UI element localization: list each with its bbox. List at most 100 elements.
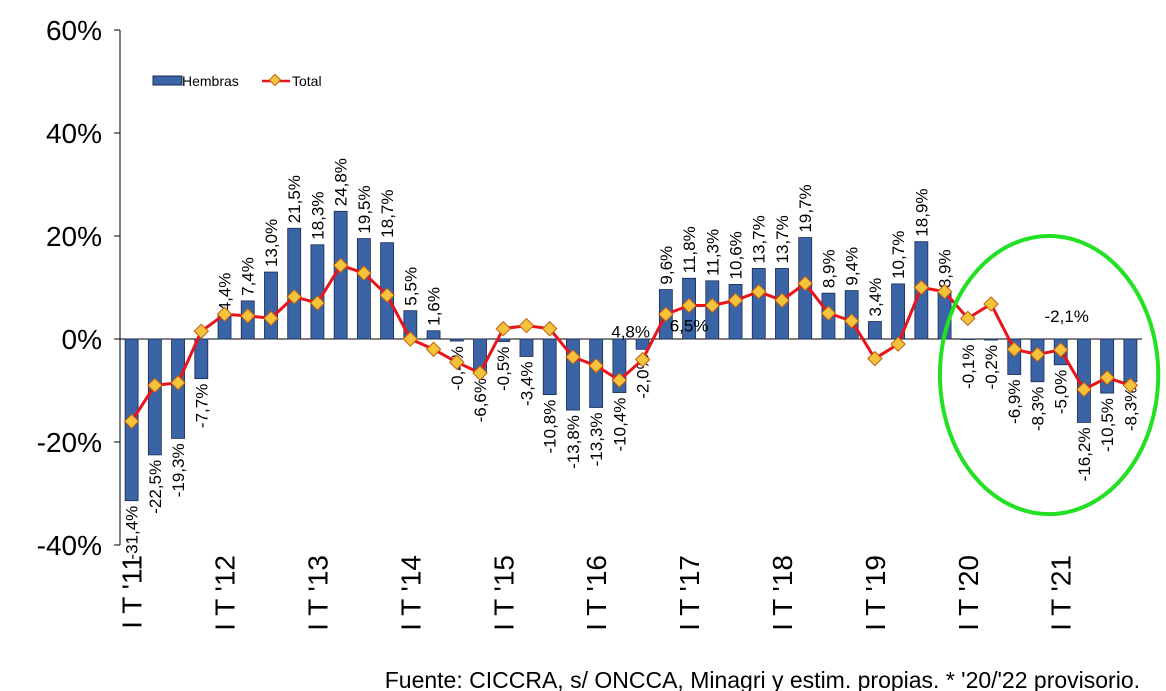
legend-hembras-swatch <box>152 75 183 86</box>
total-line <box>123 257 1139 430</box>
hembras-data-label: 19,7% <box>796 184 815 232</box>
hembras-bar <box>264 271 278 340</box>
axis-layer: -40% -20% 0% 20% 40% 60% <box>37 15 1142 561</box>
y-tick-label: -40% <box>37 530 102 561</box>
legend-hembras-label: Hembras <box>182 73 239 89</box>
source-note: Fuente: CICCRA, s/ ONCCA, Minagri y esti… <box>385 667 1140 691</box>
x-tick-label: I T '15 <box>488 555 519 631</box>
total-marker <box>704 297 721 314</box>
hembras-data-label: 19,5% <box>355 185 374 233</box>
hembras-data-label: -13,8% <box>564 415 583 469</box>
total-marker <box>332 257 349 274</box>
hembras-data-label: -6,9% <box>1005 380 1024 424</box>
total-marker <box>170 374 186 391</box>
total-marker <box>960 310 976 327</box>
total-marker <box>983 296 999 312</box>
legend-total-marker <box>268 73 282 87</box>
highlight-ellipse <box>937 233 1161 517</box>
total-marker <box>565 349 581 365</box>
y-tick-label: 60% <box>46 15 102 46</box>
total-marker <box>1006 341 1023 358</box>
x-tick-label: I T '12 <box>210 555 241 631</box>
total-marker <box>495 320 512 337</box>
hembras-bar <box>519 338 534 357</box>
x-tick-label: I T '18 <box>767 555 798 631</box>
x-tick-label: I T '11 <box>117 555 148 629</box>
legend: Hembras Total <box>152 73 322 89</box>
total-marker <box>727 292 744 309</box>
hembras-data-label: 8,9% <box>819 249 838 288</box>
hembras-data-label: -0,1% <box>959 345 978 389</box>
total-marker <box>820 305 837 322</box>
total-marker <box>774 292 790 309</box>
hembras-data-label: -16,2% <box>1075 427 1094 481</box>
hembras-data-label: -7,7% <box>192 384 211 428</box>
hembras-data-label: -2,0% <box>634 354 653 398</box>
x-tick-label: I T '16 <box>581 555 612 631</box>
hembras-bar <box>287 227 302 340</box>
total-annotation: -2,1% <box>1044 307 1088 326</box>
hembras-data-label: -8,3% <box>1028 387 1047 431</box>
hembras-data-label: -5,0% <box>1052 370 1071 414</box>
hembras-data-label: 13,0% <box>262 219 281 267</box>
total-marker <box>123 413 140 430</box>
y-tick-label: 20% <box>46 221 102 252</box>
hembras-data-label: -6,6% <box>471 378 490 422</box>
total-annotations: 4,8% 6,5% -2,1% <box>611 307 1089 342</box>
x-tick-labels: I T '11 I T '12 I T '13 I T '14 I T '15 I T '… <box>117 555 1077 631</box>
total-marker <box>1029 346 1046 363</box>
hembras-bar <box>984 338 998 341</box>
total-marker <box>867 350 883 367</box>
hembras-bar <box>751 268 766 340</box>
hembras-data-label: -0,5% <box>494 347 513 391</box>
total-marker <box>147 377 163 394</box>
hembras-bar <box>147 338 162 456</box>
hembras-data-label: 11,8% <box>680 226 699 273</box>
total-marker <box>658 306 674 323</box>
y-tick-label: 40% <box>46 118 102 149</box>
total-marker <box>193 323 210 340</box>
total-marker <box>611 372 628 388</box>
total-marker <box>541 320 558 337</box>
hembras-data-label: 18,7% <box>378 189 397 237</box>
total-marker <box>518 317 535 334</box>
hembras-data-label: -10,5% <box>1098 398 1117 452</box>
hembras-bar <box>449 338 464 342</box>
hembras-data-label: 9,6% <box>657 246 676 285</box>
hembras-data-label: 13,7% <box>773 215 792 263</box>
total-marker <box>1076 381 1092 398</box>
total-marker <box>472 365 488 381</box>
hembras-data-label: -31,4% <box>123 506 142 560</box>
total-marker <box>797 275 813 292</box>
hembras-data-label: 13,7% <box>750 215 769 263</box>
hembras-data-label: 18,3% <box>308 192 327 240</box>
hembras-data-label: 10,7% <box>889 231 908 279</box>
x-tick-label: I T '19 <box>860 555 891 631</box>
hembras-data-label: 21,5% <box>285 175 304 223</box>
hembras-data-label: -3,4% <box>517 362 536 406</box>
hembras-data-label: 8,9% <box>936 249 955 288</box>
hembras-data-label: 24,8% <box>332 158 351 206</box>
total-marker <box>681 297 697 314</box>
hembras-data-label: 4,4% <box>216 273 235 312</box>
total-marker <box>239 308 256 324</box>
total-series-line <box>130 263 1131 423</box>
hembras-data-label: -8,3% <box>1121 387 1140 431</box>
total-marker <box>634 351 651 368</box>
total-marker <box>750 283 767 300</box>
total-marker <box>588 358 604 374</box>
total-marker <box>286 288 302 305</box>
total-marker <box>216 306 233 323</box>
x-tick-label: I T '14 <box>395 555 426 631</box>
hembras-data-label: 11,3% <box>703 229 722 276</box>
hembras-bar <box>867 321 882 340</box>
total-marker <box>425 341 442 358</box>
y-tick-label: 0% <box>62 324 102 355</box>
hembras-bar <box>542 338 557 396</box>
total-marker <box>263 310 279 327</box>
hembras-data-label: -22,5% <box>146 460 165 514</box>
hembras-data-label: 7,4% <box>239 257 258 296</box>
legend-total-label: Total <box>292 73 322 89</box>
total-marker <box>379 287 395 304</box>
x-tick-label: I T '21 <box>1046 555 1077 631</box>
